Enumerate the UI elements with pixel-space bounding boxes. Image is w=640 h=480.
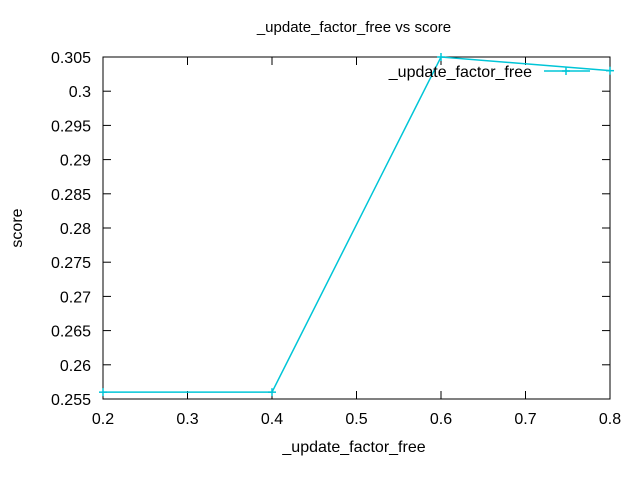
y-tick-label: 0.28 bbox=[60, 221, 91, 238]
x-axis-title: _update_factor_free bbox=[281, 439, 425, 456]
x-tick-label: 0.7 bbox=[514, 411, 536, 428]
x-tick-label: 0.3 bbox=[176, 411, 198, 428]
x-tick-label: 0.5 bbox=[345, 411, 367, 428]
x-tick-label: 0.4 bbox=[261, 411, 283, 428]
y-tick-label: 0.29 bbox=[60, 153, 91, 170]
y-tick-label: 0.3 bbox=[69, 84, 91, 101]
series-line bbox=[103, 57, 610, 392]
x-tick-label: 0.2 bbox=[92, 411, 114, 428]
y-tick-label: 0.295 bbox=[51, 118, 91, 135]
y-tick-label: 0.26 bbox=[60, 358, 91, 375]
legend-marker bbox=[562, 67, 570, 75]
chart-title: _update_factor_free vs score bbox=[256, 19, 451, 36]
y-tick-label: 0.275 bbox=[51, 255, 91, 272]
x-tick-label: 0.6 bbox=[430, 411, 452, 428]
y-tick-label: 0.27 bbox=[60, 289, 91, 306]
y-tick-label: 0.255 bbox=[51, 392, 91, 409]
data-point bbox=[606, 67, 614, 75]
x-axis: 0.2 0.3 0.4 0.5 0.6 0.7 0.8 bbox=[92, 57, 621, 428]
y-axis: 0.255 0.26 0.265 0.27 0.275 0.28 0.285 0.29 0.29… bbox=[51, 50, 610, 409]
legend-label: _update_factor_free bbox=[388, 64, 532, 81]
data-point bbox=[268, 388, 276, 396]
series-layer bbox=[99, 53, 614, 396]
x-tick-label: 0.8 bbox=[599, 411, 621, 428]
y-axis-title: score bbox=[9, 208, 26, 247]
y-tick-label: 0.305 bbox=[51, 50, 91, 67]
plot-frame bbox=[103, 57, 610, 399]
y-tick-label: 0.285 bbox=[51, 187, 91, 204]
data-point bbox=[437, 53, 445, 61]
data-point bbox=[99, 388, 107, 396]
y-tick-label: 0.265 bbox=[51, 324, 91, 341]
